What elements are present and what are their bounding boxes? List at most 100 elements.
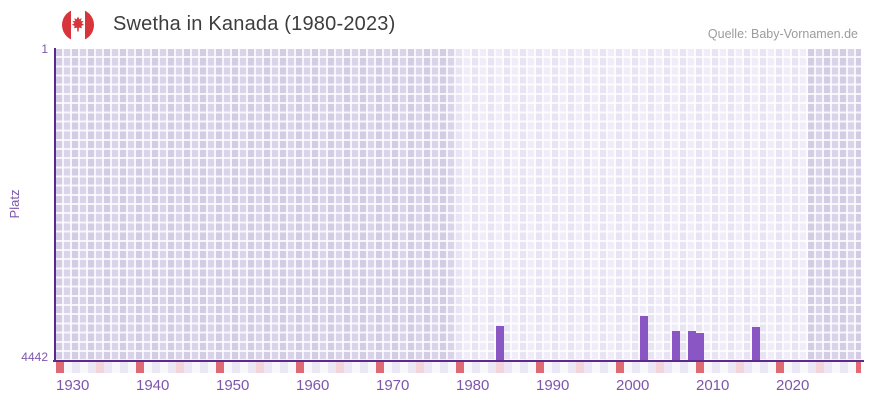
- ruler-cell-1933: [80, 362, 88, 373]
- ruler-cell-1995: [576, 362, 584, 373]
- ruler-cell-1943: [160, 362, 168, 373]
- y-axis-line: [54, 48, 56, 362]
- ruler-cell-2025: [816, 362, 824, 373]
- ruler-cell-2006: [664, 362, 672, 373]
- x-tick-label-2020: 2020: [776, 377, 810, 394]
- rank-bar-1985[interactable]: [496, 326, 504, 361]
- ruler-cell-2002: [632, 362, 640, 373]
- rank-bar-2010[interactable]: [696, 333, 704, 361]
- ruler-cell-1932: [72, 362, 80, 373]
- canada-flag-icon: [62, 9, 94, 41]
- ruler-cell-1957: [272, 362, 280, 373]
- ruler-cell-1945: [176, 362, 184, 373]
- ruler-cell-2022: [792, 362, 800, 373]
- ruler-cell-2021: [784, 362, 792, 373]
- ruler-cell-1968: [360, 362, 368, 373]
- ruler-cell-2011: [704, 362, 712, 373]
- ruler-cell-1997: [592, 362, 600, 373]
- ruler-cell-2012: [712, 362, 720, 373]
- ruler-cell-1983: [480, 362, 488, 373]
- rank-bar-2007[interactable]: [672, 331, 680, 361]
- x-tick-label-1930: 1930: [56, 377, 90, 394]
- rank-bar-2017[interactable]: [752, 327, 760, 361]
- ruler-cell-1963: [320, 362, 328, 373]
- ruler-cell-1970: [376, 362, 384, 373]
- ruler-cell-1952: [232, 362, 240, 373]
- source-label: Quelle: Baby-Vornamen.de: [707, 27, 858, 41]
- ruler-cell-2003: [640, 362, 648, 373]
- x-tick-label-1950: 1950: [216, 377, 250, 394]
- ruler-cell-1971: [384, 362, 392, 373]
- plot-area[interactable]: [56, 49, 861, 361]
- ruler-cell-1994: [568, 362, 576, 373]
- ruler-cell-1992: [552, 362, 560, 373]
- ruler-cell-1978: [440, 362, 448, 373]
- y-axis-title: Platz: [7, 189, 22, 219]
- ruler-cell-2015: [736, 362, 744, 373]
- ruler-cell-1938: [120, 362, 128, 373]
- ruler-cell-2005: [656, 362, 664, 373]
- ruler-cell-2004: [648, 362, 656, 373]
- ruler-cell-1982: [472, 362, 480, 373]
- ruler-cell-2009: [688, 362, 696, 373]
- ruler-cell-1930: [56, 362, 64, 373]
- ruler-cell-1940: [136, 362, 144, 373]
- ruler-cell-1953: [240, 362, 248, 373]
- ruler-cell-1936: [104, 362, 112, 373]
- y-axis-min-label: 4442: [21, 350, 48, 364]
- ruler-cell-1981: [464, 362, 472, 373]
- ruler-cell-1962: [312, 362, 320, 373]
- ruler-cell-1984: [488, 362, 496, 373]
- ruler-cell-2013: [720, 362, 728, 373]
- ruler-cell-1958: [280, 362, 288, 373]
- ruler-cell-2027: [832, 362, 840, 373]
- ruler-cell-1947: [192, 362, 200, 373]
- ruler-cell-1998: [600, 362, 608, 373]
- ruler-cell-1967: [352, 362, 360, 373]
- ruler-cell-1956: [264, 362, 272, 373]
- ruler-cell-1972: [392, 362, 400, 373]
- rank-bar-2009[interactable]: [688, 331, 696, 361]
- ruler-cell-1985: [496, 362, 504, 373]
- ruler-cell-1987: [512, 362, 520, 373]
- x-tick-label-1980: 1980: [456, 377, 490, 394]
- ruler-cell-1993: [560, 362, 568, 373]
- ruler-cell-2010: [696, 362, 704, 373]
- ruler-cell-2001: [624, 362, 632, 373]
- ruler-cell-1941: [144, 362, 152, 373]
- ruler-cell-1942: [152, 362, 160, 373]
- ruler-cell-1960: [296, 362, 304, 373]
- ruler-cell-1975: [416, 362, 424, 373]
- ruler-cell-1999: [608, 362, 616, 373]
- ruler-cell-2016: [744, 362, 752, 373]
- ruler-cell-1944: [168, 362, 176, 373]
- ruler-cell-2019: [768, 362, 776, 373]
- ruler-cell-1976: [424, 362, 432, 373]
- ruler-cell-1991: [544, 362, 552, 373]
- ruler-cell-1964: [328, 362, 336, 373]
- x-tick-label-2000: 2000: [616, 377, 650, 394]
- page-title: Swetha in Kanada (1980-2023): [113, 13, 396, 35]
- ruler-cell-1959: [288, 362, 296, 373]
- x-tick-label-1960: 1960: [296, 377, 330, 394]
- ruler-cell-1966: [344, 362, 352, 373]
- ruler-cell-1949: [208, 362, 216, 373]
- ruler-cell-2014: [728, 362, 736, 373]
- ruler-cell-1954: [248, 362, 256, 373]
- ruler-cell-1986: [504, 362, 512, 373]
- ruler-cell-1934: [88, 362, 96, 373]
- decade-ruler-strip: [56, 362, 861, 373]
- rank-bar-2003[interactable]: [640, 316, 648, 361]
- ruler-cell-1961: [304, 362, 312, 373]
- ruler-cell-1937: [112, 362, 120, 373]
- x-tick-label-1940: 1940: [136, 377, 170, 394]
- ruler-cell-1946: [184, 362, 192, 373]
- ruler-cell-2024: [808, 362, 816, 373]
- x-tick-label-1990: 1990: [536, 377, 570, 394]
- ruler-cell-2028: [840, 362, 848, 373]
- x-tick-label-2010: 2010: [696, 377, 730, 394]
- ruler-cell-1996: [584, 362, 592, 373]
- ruler-cell-1973: [400, 362, 408, 373]
- ruler-cell-1979: [448, 362, 456, 373]
